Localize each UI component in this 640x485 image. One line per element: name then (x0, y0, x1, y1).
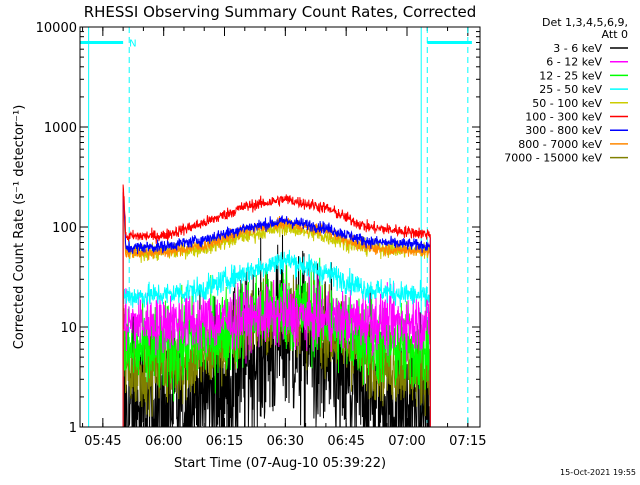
legend-label: 25 - 50 keV (539, 83, 602, 96)
y-axis-label: Corrected Count Rate (s⁻¹ detector⁻¹) (12, 105, 27, 350)
x-tick-label: 07:00 (388, 434, 425, 449)
legend-label: 7000 - 15000 keV (504, 152, 602, 165)
legend-label: 300 - 800 keV (525, 124, 602, 137)
x-tick-label: 05:45 (84, 434, 121, 449)
plot-frame (79, 26, 481, 428)
series-lines (122, 184, 431, 428)
series-line (122, 192, 431, 427)
legend-label: 12 - 25 keV (539, 69, 602, 82)
chart-title: RHESSI Observing Summary Count Rates, Co… (84, 3, 477, 21)
series-line (122, 249, 431, 427)
night-label: N (129, 38, 136, 49)
legend-label: 3 - 6 keV (553, 42, 602, 55)
legend-header: Att 0 (602, 28, 628, 41)
legend-label: 50 - 100 keV (532, 97, 602, 110)
x-axis-label: Start Time (07-Aug-10 05:39:22) (174, 456, 386, 471)
y-tick-label: 1 (69, 421, 77, 436)
x-tick-label: 06:45 (327, 434, 364, 449)
x-tick-label: 06:00 (145, 434, 182, 449)
y-tick-label: 100 (52, 221, 77, 236)
footer-date: 15-Oct-2021 19:55 (560, 468, 636, 477)
series-line (122, 184, 431, 427)
legend-label: 800 - 7000 keV (518, 138, 602, 151)
legend-label: 6 - 12 keV (546, 56, 602, 69)
series-line (122, 274, 431, 427)
x-tick-label: 06:15 (206, 434, 243, 449)
x-tick-label: 07:15 (449, 434, 486, 449)
y-tick-label: 10000 (36, 21, 77, 36)
y-tick-label: 1000 (44, 121, 77, 136)
y-tick-label: 10 (60, 321, 77, 336)
legend-header: Det 1,3,4,5,6,9, (542, 16, 628, 29)
x-tick-label: 06:30 (267, 434, 304, 449)
legend-label: 100 - 300 keV (525, 111, 602, 124)
